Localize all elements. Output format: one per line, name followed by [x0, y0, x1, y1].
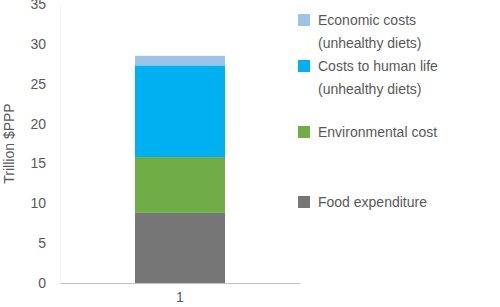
y-tick: 20	[30, 116, 60, 132]
legend-item: Costs to human life (unhealthy diets)	[298, 58, 442, 97]
legend-swatch	[298, 126, 310, 138]
legend: Economic costs (unhealthy diets) Costs to…	[298, 12, 442, 210]
bars	[135, 56, 225, 283]
y-tick: 30	[30, 36, 60, 52]
y-tick-label: 20	[30, 116, 46, 132]
legend-label: Food expenditure	[318, 194, 427, 210]
y-axis-title: Trillion $PPP	[1, 103, 17, 183]
y-tick: 0	[38, 275, 60, 291]
y-tick: 35	[30, 0, 60, 12]
y-tick-label: 10	[30, 195, 46, 211]
y-axis: 0 5 10 15 20 25 30 35	[30, 0, 60, 291]
y-tick-label: 15	[30, 155, 46, 171]
legend-swatch	[298, 14, 310, 26]
legend-swatch	[298, 60, 310, 72]
legend-label: Environmental cost	[318, 124, 437, 140]
chart: 0 5 10 15 20 25 30 35 1 Trillion $PPP Economic cos…	[0, 0, 500, 307]
y-tick: 15	[30, 155, 60, 171]
y-tick-label: 0	[38, 275, 46, 291]
x-tick: 1	[176, 283, 184, 305]
x-axis: 1	[61, 283, 301, 305]
legend-item: Environmental cost	[298, 124, 437, 140]
bar-segment	[135, 56, 225, 66]
y-tick: 10	[30, 195, 60, 211]
y-tick-label: 35	[30, 0, 46, 12]
legend-label: Costs to human life (unhealthy diets)	[318, 58, 442, 97]
y-tick-label: 30	[30, 36, 46, 52]
y-tick-label: 25	[30, 76, 46, 92]
bar-segment	[135, 213, 225, 283]
bar-segment	[135, 157, 225, 213]
legend-item: Economic costs (unhealthy diets)	[298, 12, 422, 51]
x-tick-label: 1	[176, 289, 184, 305]
y-tick: 5	[38, 235, 60, 251]
legend-label: Economic costs (unhealthy diets)	[318, 12, 422, 51]
y-tick: 25	[30, 76, 60, 92]
y-axis-line	[60, 5, 61, 284]
bar-segment	[135, 65, 225, 157]
legend-swatch	[298, 196, 310, 208]
x-axis-line	[61, 283, 301, 284]
legend-item: Food expenditure	[298, 194, 427, 210]
y-tick-label: 5	[38, 235, 46, 251]
